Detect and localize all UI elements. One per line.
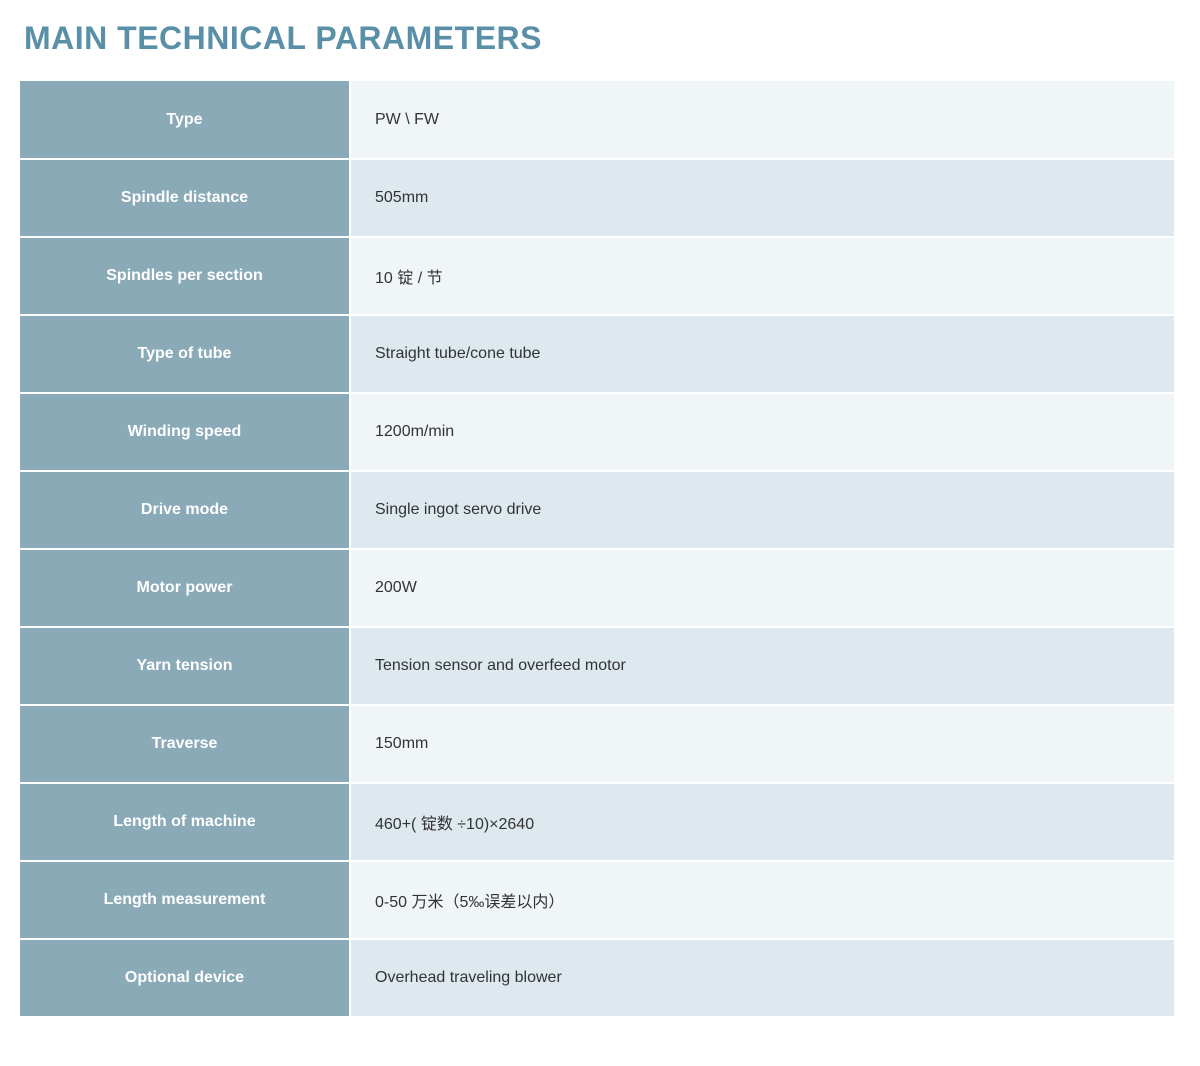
- param-label: Winding speed: [20, 393, 350, 471]
- table-body: Type PW \ FW Spindle distance 505mm Spin…: [20, 81, 1174, 1017]
- param-value: 10 锭 / 节: [350, 237, 1174, 315]
- param-label: Optional device: [20, 939, 350, 1017]
- table-row: Motor power 200W: [20, 549, 1174, 627]
- param-label: Spindle distance: [20, 159, 350, 237]
- table-row: Traverse 150mm: [20, 705, 1174, 783]
- param-label: Spindles per section: [20, 237, 350, 315]
- param-value: Straight tube/cone tube: [350, 315, 1174, 393]
- param-label: Type of tube: [20, 315, 350, 393]
- param-label: Type: [20, 81, 350, 159]
- param-value: 200W: [350, 549, 1174, 627]
- table-row: Winding speed 1200m/min: [20, 393, 1174, 471]
- parameters-table: Type PW \ FW Spindle distance 505mm Spin…: [20, 81, 1174, 1018]
- param-value: Single ingot servo drive: [350, 471, 1174, 549]
- page-title: MAIN TECHNICAL PARAMETERS: [20, 20, 1180, 57]
- param-label: Motor power: [20, 549, 350, 627]
- param-value: 460+( 锭数 ÷10)×2640: [350, 783, 1174, 861]
- param-label: Drive mode: [20, 471, 350, 549]
- param-value: 505mm: [350, 159, 1174, 237]
- param-label: Length of machine: [20, 783, 350, 861]
- param-value: 150mm: [350, 705, 1174, 783]
- table-row: Type of tube Straight tube/cone tube: [20, 315, 1174, 393]
- param-value: Overhead traveling blower: [350, 939, 1174, 1017]
- param-value: PW \ FW: [350, 81, 1174, 159]
- table-row: Spindles per section 10 锭 / 节: [20, 237, 1174, 315]
- param-value: 0-50 万米（5‰误差以内）: [350, 861, 1174, 939]
- table-row: Optional device Overhead traveling blowe…: [20, 939, 1174, 1017]
- param-label: Yarn tension: [20, 627, 350, 705]
- table-row: Length of machine 460+( 锭数 ÷10)×2640: [20, 783, 1174, 861]
- table-row: Type PW \ FW: [20, 81, 1174, 159]
- table-row: Drive mode Single ingot servo drive: [20, 471, 1174, 549]
- table-row: Spindle distance 505mm: [20, 159, 1174, 237]
- param-label: Length measurement: [20, 861, 350, 939]
- param-label: Traverse: [20, 705, 350, 783]
- table-row: Length measurement 0-50 万米（5‰误差以内）: [20, 861, 1174, 939]
- table-row: Yarn tension Tension sensor and overfeed…: [20, 627, 1174, 705]
- param-value: 1200m/min: [350, 393, 1174, 471]
- param-value: Tension sensor and overfeed motor: [350, 627, 1174, 705]
